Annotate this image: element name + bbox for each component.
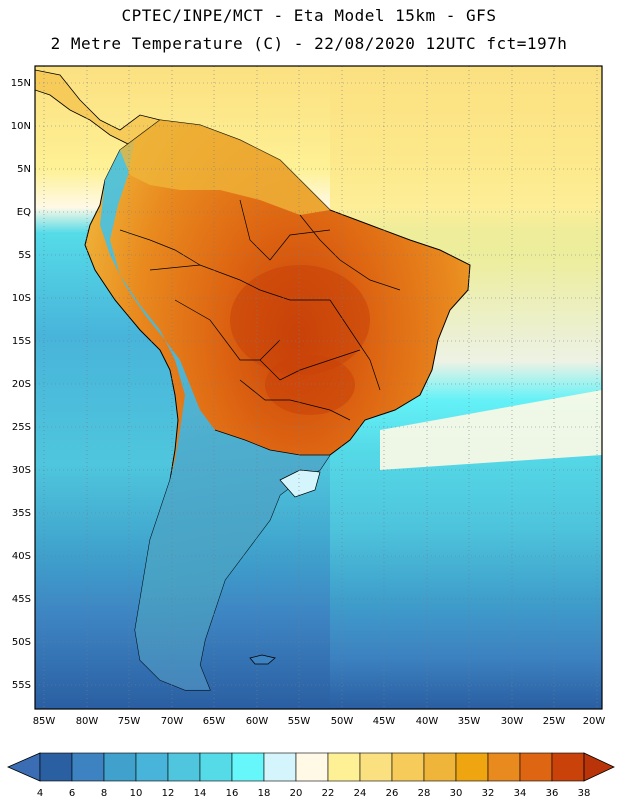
lat-label: 40S [12,551,31,562]
latitude-labels: 15N 10N 5N EQ 5S 10S 15S 20S 25S 30S 35S… [11,78,31,691]
colorbar: 4 6 8 10 12 14 16 18 20 22 24 26 28 30 32 34 36 38 [7,752,615,799]
colorbar-swatch [103,752,137,782]
colorbar-swatch [551,752,585,782]
lon-label: 30W [501,716,524,727]
graticule [35,66,602,709]
colorbar-tick-label: 26 [386,788,399,799]
lon-label: 20W [583,716,606,727]
colorbar-tick-label: 8 [101,788,107,799]
lat-label: 30S [12,465,31,476]
map-title-line-1: CPTEC/INPE/MCT - Eta Model 15km - GFS [121,6,497,25]
colorbar-tick-label: 30 [450,788,463,799]
colorbar-tick-label: 38 [578,788,591,799]
lon-label: 75W [118,716,141,727]
lon-label: 45W [373,716,396,727]
lat-label: 55S [12,680,31,691]
colorbar-swatch [391,752,425,782]
lat-label: 25S [12,422,31,433]
lat-label: 50S [12,637,31,648]
lon-label: 55W [288,716,311,727]
colorbar-tick-label: 12 [162,788,175,799]
lat-label: 10S [12,293,31,304]
colorbar-swatch [231,752,265,782]
colorbar-tick-label: 6 [69,788,75,799]
lon-label: 70W [161,716,184,727]
lat-label: EQ [17,207,31,218]
lon-label: 85W [33,716,56,727]
longitude-labels: 85W 80W 75W 70W 65W 60W 55W 50W 45W 40W … [33,716,606,727]
colorbar-swatch [455,752,489,782]
colorbar-low-arrow [7,752,41,782]
colorbar-tick-label: 24 [354,788,367,799]
lon-label: 50W [331,716,354,727]
colorbar-tick-label: 28 [418,788,431,799]
colorbar-swatch [295,752,329,782]
lat-label: 20S [12,379,31,390]
lon-label: 65W [203,716,226,727]
lon-label: 60W [246,716,269,727]
colorbar-swatch [359,752,393,782]
map-title-line-2: 2 Metre Temperature (C) - 22/08/2020 12U… [50,34,568,53]
lat-label: 35S [12,508,31,519]
map-frame [34,65,603,710]
lat-label: 5N [17,164,31,175]
country-borders [119,199,401,456]
colorbar-tick-label: 32 [482,788,495,799]
colorbar-tick-label: 18 [258,788,271,799]
lat-label: 10N [11,121,31,132]
colorbar-swatch [263,752,297,782]
colorbar-tick-label: 4 [37,788,43,799]
colorbar-swatch [487,752,521,782]
colorbar-tick-label: 14 [194,788,207,799]
colorbar-tick-label: 22 [322,788,335,799]
lon-label: 40W [416,716,439,727]
colorbar-swatch [519,752,553,782]
colorbar-tick-label: 16 [226,788,239,799]
lat-label: 15N [11,78,31,89]
colorbar-swatch [71,752,105,782]
colorbar-swatch [327,752,361,782]
lat-label: 45S [12,594,31,605]
lon-label: 35W [458,716,481,727]
colorbar-tick-label: 34 [514,788,527,799]
lat-label: 15S [12,336,31,347]
colorbar-swatch [423,752,457,782]
colorbar-swatch [135,752,169,782]
colorbar-swatch [39,752,73,782]
lon-label: 25W [543,716,566,727]
lon-label: 80W [76,716,99,727]
lat-label: 5S [18,250,31,261]
andes-and-south-cone [100,140,330,690]
colorbar-tick-label: 10 [130,788,143,799]
colorbar-tick-label: 20 [290,788,303,799]
colorbar-swatch [167,752,201,782]
colorbar-tick-label: 36 [546,788,559,799]
colorbar-swatch [199,752,233,782]
colorbar-high-arrow [583,752,615,782]
